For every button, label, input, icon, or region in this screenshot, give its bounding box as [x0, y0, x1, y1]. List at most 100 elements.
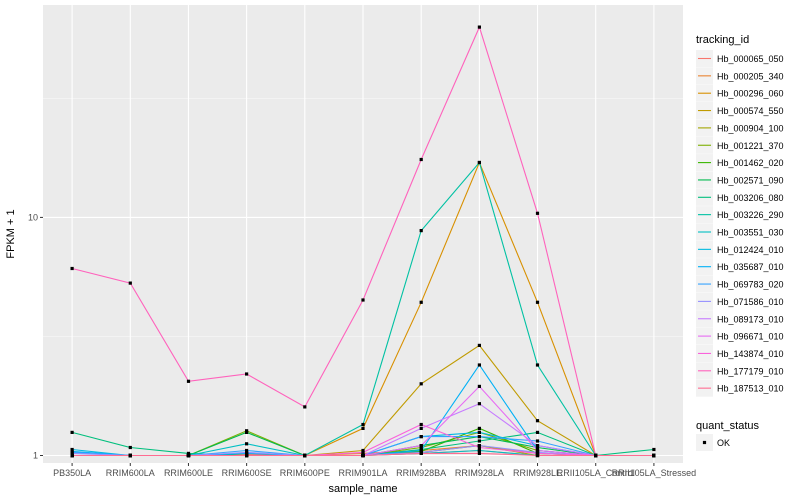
data-point	[245, 450, 249, 454]
data-point	[361, 422, 365, 427]
x-tick-label: RRIM901LA	[338, 468, 387, 478]
data-point	[186, 453, 191, 458]
data-point	[245, 453, 249, 458]
data-point	[361, 298, 365, 302]
data-point	[128, 281, 132, 285]
data-point	[245, 430, 249, 434]
x-tick-label: RRIM600SE	[222, 468, 272, 478]
data-point	[419, 435, 423, 439]
plot-panel	[43, 5, 683, 463]
data-point	[186, 379, 191, 383]
legend-label: Hb_000904_100	[717, 123, 784, 133]
data-point	[419, 426, 423, 430]
data-point	[186, 451, 191, 455]
data-point	[477, 384, 481, 388]
data-point	[70, 451, 74, 455]
x-tick-label: RRII105LA_Control	[557, 468, 635, 478]
x-tick-label: RRIM928LE	[513, 468, 562, 478]
data-point	[245, 448, 249, 453]
shape-legend-symbol	[702, 440, 707, 445]
data-point	[303, 405, 307, 409]
legend-label: Hb_003226_290	[717, 210, 784, 220]
data-point	[245, 442, 249, 446]
data-point	[535, 453, 540, 458]
legend-label: Hb_071586_010	[717, 297, 784, 307]
data-point	[477, 343, 481, 347]
data-point	[535, 211, 540, 215]
data-point	[303, 453, 307, 458]
data-point	[419, 445, 423, 450]
x-tick-label: RRIM600LA	[106, 468, 155, 478]
x-tick-label: RRIM600PE	[280, 468, 330, 478]
data-point	[535, 451, 540, 455]
legend-label: Hb_003206_080	[717, 193, 784, 203]
data-point	[477, 445, 481, 450]
shape-legend-label: OK	[717, 438, 730, 448]
data-point	[477, 430, 481, 434]
data-point	[535, 444, 540, 448]
data-point	[419, 229, 423, 233]
data-point	[419, 300, 423, 304]
legend-label: Hb_002571_090	[717, 175, 784, 185]
data-point	[361, 448, 365, 453]
data-point	[477, 426, 481, 430]
data-point	[477, 448, 481, 453]
data-point	[419, 444, 423, 448]
data-point	[535, 445, 540, 450]
data-point	[70, 447, 74, 452]
data-point	[419, 157, 423, 162]
data-point	[419, 448, 423, 453]
legend-label: Hb_000065_050	[717, 54, 784, 64]
data-point	[128, 445, 132, 450]
data-point	[477, 444, 481, 448]
data-point	[361, 450, 365, 454]
axes: 1 10 PB350LA RRIM600LA RRIM600LE RRIM600SE RRI…	[28, 212, 696, 478]
legend: tracking_id Hb_000065_050Hb_000205_340Hb…	[696, 34, 784, 451]
data-point	[535, 419, 540, 423]
data-point	[535, 430, 540, 434]
legend-label: Hb_069783_020	[717, 280, 784, 290]
data-point	[70, 430, 74, 434]
data-point	[419, 422, 423, 427]
y-axis-title: FPKM + 1	[5, 209, 17, 258]
data-point	[477, 439, 481, 443]
x-tick-label: RRIM928LA	[455, 468, 504, 478]
data-point	[652, 453, 656, 458]
legend-items: Hb_000065_050 Hb_000205_340 Hb_000296_060 H…	[696, 50, 784, 397]
x-tick-label: PB350LA	[53, 468, 91, 478]
legend-label: Hb_187513_010	[717, 384, 784, 394]
data-point	[535, 300, 540, 304]
data-point	[477, 160, 481, 165]
data-point	[70, 453, 74, 458]
data-point	[477, 25, 481, 29]
legend-label: Hb_003551_030	[717, 228, 784, 238]
legend-label: Hb_000574_550	[717, 106, 784, 116]
legend-label: Hb_001221_370	[717, 141, 784, 151]
x-tick-label: RRIM600LE	[164, 468, 213, 478]
legend-label: Hb_012424_010	[717, 245, 784, 255]
data-point	[128, 453, 132, 458]
x-tick-label: RRIM928BA	[396, 468, 446, 478]
data-point	[477, 402, 481, 406]
x-axis-title: sample_name	[328, 483, 397, 495]
legend-label: Hb_035687_010	[717, 262, 784, 272]
data-point	[419, 382, 423, 386]
legend-label: Hb_177179_010	[717, 366, 784, 376]
data-point	[594, 453, 598, 458]
shape-legend-title: quant_status	[696, 420, 759, 432]
legend-label: Hb_000205_340	[717, 71, 784, 81]
data-point	[245, 372, 249, 376]
data-point	[652, 447, 656, 452]
x-tick-label: RRII105LA_Stressed	[612, 468, 697, 478]
legend-label: Hb_096671_010	[717, 332, 784, 342]
y-tick-label: 1	[33, 450, 38, 460]
legend-title: tracking_id	[696, 34, 749, 46]
data-point	[477, 451, 481, 455]
data-point	[477, 435, 481, 439]
legend-label: Hb_000296_060	[717, 89, 784, 99]
data-point	[535, 448, 540, 453]
data-point	[70, 266, 74, 271]
data-point	[535, 439, 540, 443]
data-points	[70, 25, 656, 458]
